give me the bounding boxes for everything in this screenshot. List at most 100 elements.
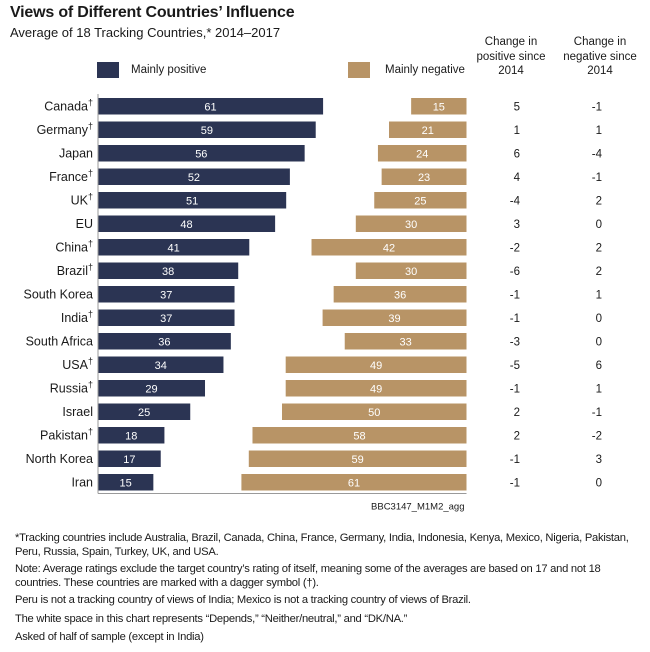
bar-negative: [248, 450, 467, 467]
category-label: Brazil†: [57, 262, 93, 278]
change-positive-value: -3: [510, 336, 520, 348]
bar-label-negative: 36: [394, 289, 406, 301]
bar-positive: [98, 474, 154, 491]
bar-positive: [98, 427, 165, 444]
bar-negative: [333, 286, 467, 303]
change-positive-value: 3: [514, 219, 520, 231]
change-negative-value: 6: [596, 360, 602, 372]
change-positive-value: -1: [510, 454, 520, 466]
bar-label-negative: 50: [368, 407, 380, 419]
bar-label-negative: 42: [383, 242, 395, 254]
change-negative-value: 3: [596, 454, 602, 466]
change-positive-value: 2: [514, 430, 520, 442]
change-positive-value: -1: [510, 289, 520, 301]
bar-positive: [98, 192, 287, 209]
change-positive-value: 4: [514, 172, 521, 184]
bar-label-negative: 24: [416, 148, 428, 160]
change-positive-value: -2: [510, 242, 520, 254]
bar-label-positive: 29: [145, 383, 157, 395]
bar-label-negative: 23: [418, 172, 430, 184]
footnote-half-sample: Asked of half of sample (except in India…: [15, 631, 204, 643]
bar-label-negative: 59: [352, 454, 364, 466]
column-header-change-negative: Change in negative since 2014: [555, 35, 645, 79]
category-label: France†: [49, 168, 93, 184]
bar-positive: [98, 450, 161, 467]
change-positive-value: 6: [514, 148, 520, 160]
legend-swatch-negative: [348, 62, 370, 78]
bar-label-positive: 17: [123, 454, 135, 466]
bar-label-positive: 18: [125, 430, 137, 442]
bar-negative: [285, 356, 467, 373]
category-label: Germany†: [37, 121, 93, 137]
footnote-peru-mexico: Peru is not a tracking country of views …: [15, 594, 471, 606]
change-negative-value: -1: [592, 172, 602, 184]
category-label: North Korea: [26, 452, 93, 466]
bar-positive: [98, 168, 290, 185]
bar-negative: [374, 192, 467, 209]
bar-negative: [241, 474, 467, 491]
footnote-tracking-countries: *Tracking countries include Australia, B…: [15, 532, 629, 558]
chart-title: Views of Different Countries’ Influence: [10, 4, 295, 21]
bar-label-positive: 38: [162, 266, 174, 278]
bar-positive: [98, 403, 191, 420]
column-header-line: positive since: [476, 50, 546, 63]
bar-negative: [381, 168, 467, 185]
bar-label-positive: 36: [158, 336, 170, 348]
category-label: South Korea: [24, 287, 94, 301]
bar-label-negative: 30: [405, 219, 417, 231]
bar-negative: [282, 403, 467, 420]
bar-label-positive: 41: [168, 242, 180, 254]
category-label: Japan: [59, 146, 93, 160]
change-positive-value: -5: [510, 360, 520, 372]
bar-label-positive: 37: [160, 313, 172, 325]
bar-positive: [98, 356, 224, 373]
column-header-line: Change in: [484, 36, 538, 48]
change-negative-value: 2: [596, 195, 602, 207]
change-negative-value: 0: [596, 477, 602, 489]
category-label: Israel: [62, 405, 93, 419]
change-positive-value: 2: [514, 407, 520, 419]
change-positive-value: -4: [510, 195, 521, 207]
change-positive-value: -1: [510, 477, 520, 489]
column-header-line: 2014: [498, 65, 524, 77]
bar-label-negative: 61: [348, 477, 360, 489]
bar-negative: [355, 215, 467, 232]
change-negative-value: 0: [596, 336, 602, 348]
footnotes: *Tracking countries include Australia, B…: [15, 532, 635, 649]
bar-label-negative: 33: [399, 336, 411, 348]
chart-subtitle: Average of 18 Tracking Countries,* 2014–…: [10, 25, 281, 40]
change-positive-value: -6: [510, 266, 520, 278]
bar-positive: [98, 98, 324, 115]
category-label: EU: [76, 217, 93, 231]
source-code-label: BBC3147_M1M2_agg: [371, 502, 464, 513]
change-negative-value: 1: [596, 383, 602, 395]
change-negative-value: 0: [596, 313, 602, 325]
change-negative-value: -4: [592, 148, 603, 160]
column-header-line: Change in: [573, 36, 627, 48]
bar-label-positive: 56: [195, 148, 207, 160]
bar-label-positive: 15: [120, 477, 132, 489]
change-positive-value: 5: [514, 101, 520, 113]
change-negative-value: 2: [596, 242, 602, 254]
category-label: Pakistan†: [40, 426, 93, 442]
bar-label-positive: 61: [204, 101, 216, 113]
bar-positive: [98, 333, 231, 350]
bar-positive: [98, 309, 235, 326]
bar-positive: [98, 262, 239, 279]
change-negative-value: -2: [592, 430, 602, 442]
category-label: China†: [55, 238, 93, 254]
footnote-average-ratings: Note: Average ratings exclude the target…: [15, 563, 601, 589]
bar-negative: [252, 427, 467, 444]
bar-label-negative: 58: [353, 430, 365, 442]
bar-label-positive: 25: [138, 407, 150, 419]
footnote-white-space: The white space in this chart represents…: [15, 612, 408, 625]
change-negative-value: 0: [596, 219, 602, 231]
bar-negative: [344, 333, 467, 350]
category-label: South Africa: [26, 334, 93, 348]
bar-negative: [389, 121, 467, 138]
bar-label-negative: 25: [414, 195, 426, 207]
legend-label-positive: Mainly positive: [131, 64, 207, 76]
category-label: UK†: [71, 191, 93, 207]
category-label: USA†: [62, 356, 93, 372]
